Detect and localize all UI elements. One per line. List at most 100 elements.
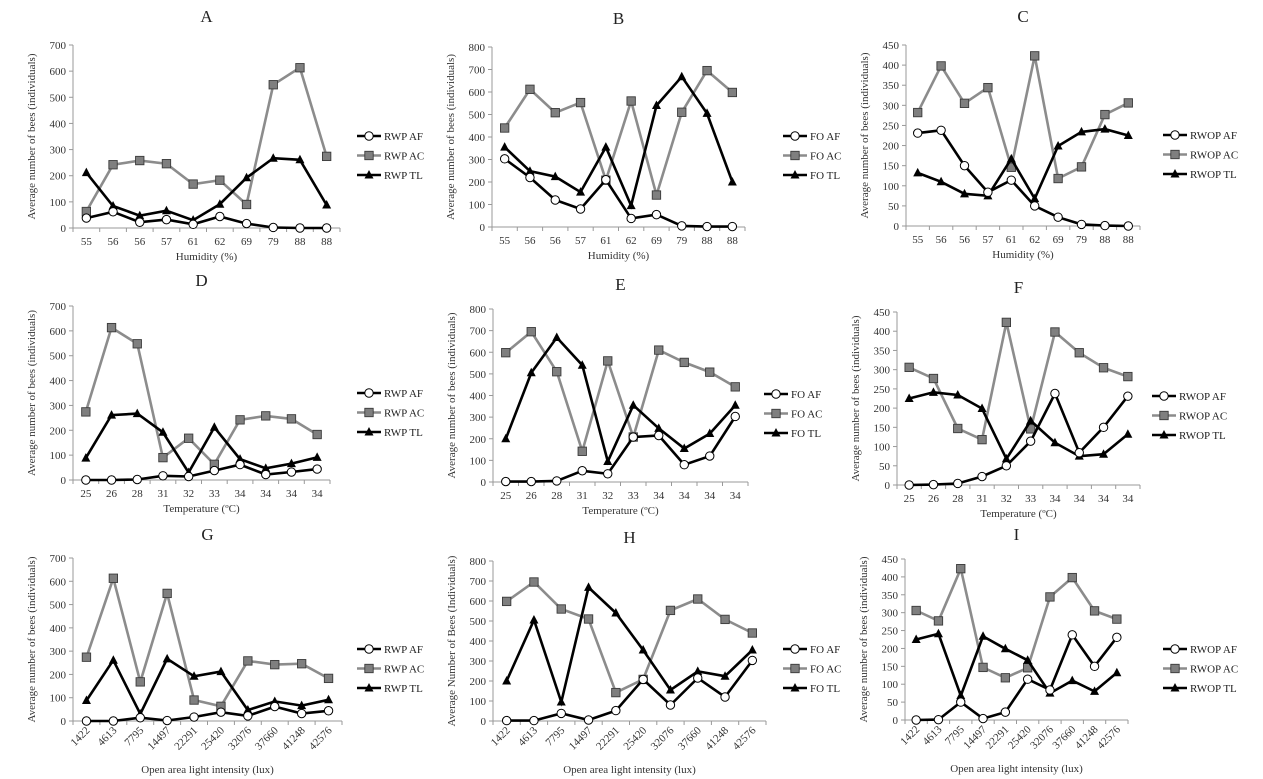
data-point — [107, 410, 117, 419]
data-point — [322, 199, 332, 209]
series-line — [916, 632, 1118, 722]
legend-item: FO AF — [783, 644, 840, 656]
y-tick-label: 200 — [50, 171, 67, 183]
y-tick-label: 700 — [470, 576, 487, 588]
x-tick-label: 55 — [81, 236, 93, 248]
data-point — [1050, 327, 1060, 337]
legend-label: FO AC — [810, 151, 842, 163]
y-axis-label: Average number of bees (individuals) — [858, 556, 870, 722]
legend-swatch-marker — [364, 170, 374, 179]
data-point — [654, 345, 664, 355]
data-point — [1023, 655, 1033, 664]
data-point — [911, 634, 921, 643]
legend-item: FO TL — [783, 683, 840, 695]
series-rwp-af — [81, 701, 334, 726]
y-tick-label: 600 — [470, 596, 487, 608]
y-tick-label: 200 — [469, 177, 486, 189]
y-axis-label: Average number of bees (individuals) — [26, 53, 38, 219]
x-tick-label: 25 — [500, 490, 512, 502]
legend-swatch-marker — [364, 388, 374, 398]
y-tick-label: 450 — [874, 307, 891, 319]
data-point — [977, 434, 987, 445]
legend-label: RWP TL — [384, 170, 423, 182]
legend-swatch-marker — [1159, 391, 1169, 401]
data-point — [1123, 130, 1133, 139]
legend-item: RWP TL — [357, 683, 423, 695]
data-point — [1000, 643, 1010, 653]
x-tick-label: 31 — [577, 490, 588, 502]
data-point — [1022, 674, 1033, 684]
data-point — [1050, 388, 1060, 399]
legend-item: RWOP AF — [1163, 130, 1237, 142]
data-point — [108, 573, 119, 583]
data-point — [552, 367, 562, 377]
data-point — [158, 427, 168, 436]
data-point — [106, 475, 117, 485]
legend-swatch-marker — [790, 131, 800, 141]
y-tick-label: 800 — [470, 556, 487, 568]
chart-panel-g: G 0 100 200 300 400 500 600 700 1422 4613 779514497… — [26, 525, 424, 776]
y-tick-label: 100 — [874, 442, 891, 454]
data-point — [611, 705, 621, 716]
y-tick-label: 50 — [888, 201, 900, 213]
y-tick-label: 400 — [470, 391, 487, 403]
y-tick-label: 150 — [874, 422, 891, 434]
y-tick-label: 400 — [50, 118, 67, 130]
data-point — [162, 715, 172, 726]
data-point — [161, 159, 172, 169]
chart-title: C — [1017, 7, 1028, 26]
x-tick-label: 61 — [188, 236, 199, 248]
data-point — [679, 443, 689, 452]
chart-title: B — [613, 9, 624, 28]
data-point — [654, 423, 664, 432]
data-point — [242, 172, 252, 182]
legend-item: RWOP TL — [1163, 169, 1237, 181]
chart-panel-a: A 0 100 200 300 400 500 600 700 55 56 56 57 61 62 69 79 8… — [26, 7, 424, 263]
series-line — [504, 335, 737, 466]
legend-item: FO AC — [783, 664, 842, 676]
data-point — [500, 142, 510, 151]
data-point — [638, 645, 648, 654]
series-line — [505, 580, 753, 695]
series-line — [909, 390, 1129, 487]
data-point — [977, 471, 987, 482]
x-axis-label: Open area light intensity (lux) — [950, 763, 1083, 775]
data-point — [161, 214, 172, 225]
y-axis-label: Average number of bees (individuals) — [446, 312, 458, 478]
x-tick-label: 56 — [134, 236, 146, 248]
legend-item: RWOP AC — [1163, 664, 1238, 676]
data-point — [552, 332, 562, 342]
x-tick-label: 34 — [679, 490, 691, 502]
legend-item: RWP AC — [357, 151, 424, 163]
y-tick-label: 400 — [882, 572, 899, 584]
legend-swatch-marker — [364, 683, 374, 692]
data-point — [81, 652, 92, 662]
data-point — [933, 628, 943, 638]
legend-swatch-marker — [771, 389, 781, 399]
data-point — [936, 176, 946, 186]
data-point — [651, 190, 662, 200]
data-point — [913, 128, 923, 138]
series-rwop-tl — [904, 387, 1133, 463]
data-point — [1067, 630, 1077, 640]
data-point — [705, 451, 715, 461]
x-tick-label: 56 — [524, 235, 536, 247]
data-point — [1123, 221, 1134, 231]
y-tick-label: 100 — [50, 450, 67, 462]
y-axis-label: Average number of bees (individuals) — [26, 556, 38, 722]
y-tick-label: 600 — [50, 66, 67, 78]
series-line — [915, 632, 1118, 700]
y-tick-label: 300 — [883, 100, 900, 112]
x-tick-label: 26 — [106, 488, 118, 500]
data-point — [702, 108, 712, 117]
series-fo-af — [499, 154, 738, 232]
x-tick-label: 26 — [928, 493, 940, 505]
x-tick-label: 25420 — [1006, 723, 1034, 751]
legend-item: RWP TL — [357, 427, 423, 439]
data-point — [983, 82, 993, 93]
y-tick-label: 250 — [882, 626, 899, 638]
x-tick-label: 88 — [1123, 234, 1135, 246]
x-tick-label: 4613 — [921, 723, 945, 747]
data-point — [1077, 126, 1086, 136]
x-tick-label: 34 — [704, 490, 716, 502]
